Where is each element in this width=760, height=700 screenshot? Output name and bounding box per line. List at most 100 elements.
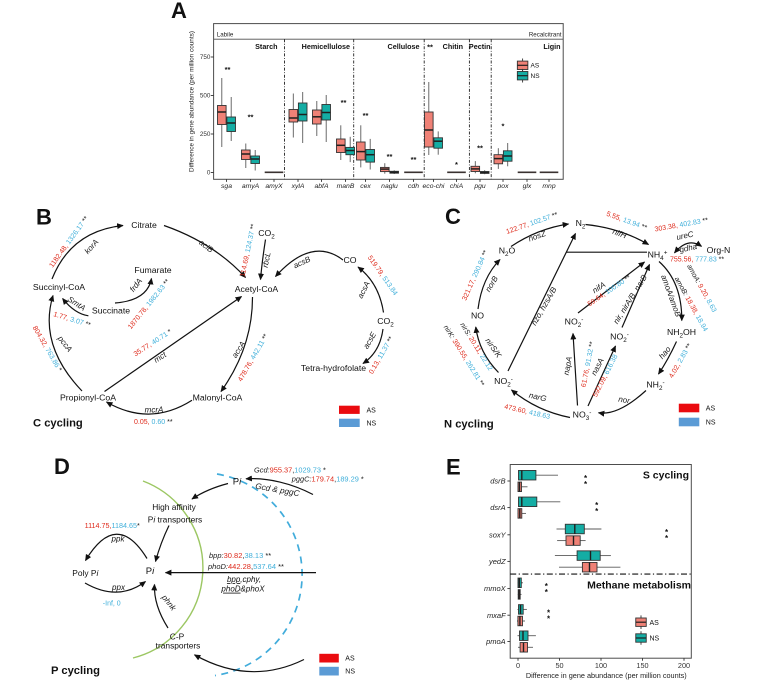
- svg-text:dsrB: dsrB: [490, 477, 505, 486]
- svg-text:Pi: Pi: [233, 477, 242, 488]
- svg-text:Labile: Labile: [217, 32, 234, 39]
- svg-text:**: **: [427, 42, 433, 51]
- svg-text:Pi transporters: Pi transporters: [148, 514, 202, 524]
- svg-text:*: *: [595, 507, 599, 516]
- svg-text:*: *: [665, 528, 669, 537]
- svg-text:*: *: [547, 608, 551, 617]
- svg-text:NS: NS: [531, 73, 541, 80]
- svg-text:transporters: transporters: [156, 641, 201, 651]
- svg-text:AS: AS: [345, 656, 355, 663]
- svg-text:mmoX: mmoX: [484, 584, 507, 593]
- svg-text:AS: AS: [531, 63, 540, 70]
- svg-text:Succinate: Succinate: [92, 306, 130, 316]
- svg-text:AS: AS: [706, 406, 716, 413]
- svg-text:amyX: amyX: [265, 183, 283, 190]
- svg-text:**: **: [387, 152, 393, 161]
- svg-text:cex: cex: [360, 183, 371, 190]
- svg-text:NO3-: NO3-: [573, 410, 592, 422]
- svg-text:D: D: [54, 454, 70, 479]
- svg-text:ureC: ureC: [676, 230, 695, 242]
- svg-text:mxaF: mxaF: [487, 611, 506, 620]
- svg-text:NO2-: NO2-: [565, 317, 584, 329]
- svg-text:Fumarate: Fumarate: [134, 265, 171, 275]
- svg-text:pmoA: pmoA: [485, 637, 506, 646]
- svg-text:rbcL: rbcL: [261, 251, 273, 268]
- svg-text:High affinity: High affinity: [152, 502, 196, 512]
- svg-text:chiA: chiA: [450, 183, 464, 190]
- svg-text:**: **: [477, 143, 483, 152]
- svg-text:cdh: cdh: [408, 183, 419, 190]
- svg-text:xylA: xylA: [291, 183, 305, 190]
- svg-text:Pectin: Pectin: [469, 42, 491, 51]
- svg-text:C: C: [445, 204, 461, 229]
- svg-text:mcrA: mcrA: [145, 405, 164, 414]
- svg-text:114.69, 124.37 **: 114.69, 124.37 **: [240, 223, 258, 277]
- svg-text:100: 100: [595, 661, 607, 670]
- svg-text:*: *: [502, 121, 505, 130]
- svg-text:N2: N2: [576, 218, 586, 230]
- svg-text:CO: CO: [343, 255, 356, 265]
- svg-text:*: *: [584, 474, 588, 483]
- svg-text:pgu: pgu: [473, 183, 486, 190]
- svg-text:AS: AS: [367, 407, 377, 414]
- svg-text:naglu: naglu: [381, 183, 398, 190]
- svg-text:AS: AS: [650, 620, 660, 627]
- svg-text:Malonyl-CoA: Malonyl-CoA: [193, 393, 243, 403]
- svg-text:*: *: [455, 160, 458, 169]
- svg-text:*: *: [547, 614, 551, 623]
- svg-text:Methane metabolism: Methane metabolism: [587, 579, 691, 591]
- svg-text:Pi: Pi: [146, 566, 155, 577]
- svg-text:**: **: [248, 113, 254, 122]
- svg-text:pox: pox: [497, 183, 510, 190]
- svg-text:ppx: ppx: [111, 583, 126, 592]
- svg-text:yedZ: yedZ: [488, 557, 506, 566]
- svg-text:NO2-: NO2-: [494, 376, 513, 388]
- svg-text:303.38, 402.83 **: 303.38, 402.83 **: [654, 217, 709, 233]
- svg-text:Starch: Starch: [255, 42, 277, 51]
- svg-text:Difference in gene abundance (: Difference in gene abundance (per millio…: [526, 671, 687, 680]
- svg-text:500: 500: [200, 93, 211, 100]
- svg-text:**: **: [363, 111, 369, 120]
- svg-text:napA: napA: [562, 356, 574, 376]
- svg-text:P cycling: P cycling: [51, 665, 100, 677]
- svg-text:Org-N: Org-N: [707, 245, 731, 255]
- svg-text:phoD&phoX: phoD&phoX: [220, 585, 265, 594]
- svg-text:NO: NO: [471, 311, 484, 321]
- svg-text:1114.75,1184.65*: 1114.75,1184.65*: [85, 521, 140, 530]
- svg-text:NH2OH: NH2OH: [667, 327, 696, 339]
- svg-text:50: 50: [555, 661, 563, 670]
- svg-text:C cycling: C cycling: [33, 418, 83, 430]
- svg-text:N2O: N2O: [499, 246, 516, 258]
- svg-text:-Inf, 0: -Inf, 0: [103, 601, 121, 608]
- svg-text:*: *: [584, 480, 588, 489]
- svg-text:glx: glx: [523, 183, 532, 190]
- svg-text:*: *: [595, 501, 599, 510]
- svg-text:bpp:30.82,38.13 **: bpp:30.82,38.13 **: [209, 551, 271, 560]
- svg-text:NO2-: NO2-: [610, 332, 629, 344]
- svg-text:B: B: [36, 205, 52, 230]
- svg-text:**: **: [341, 98, 347, 107]
- svg-text:*: *: [665, 534, 669, 543]
- svg-text:Chitin: Chitin: [443, 42, 463, 51]
- svg-text:755.56, 777.83 **: 755.56, 777.83 **: [670, 256, 724, 263]
- svg-text:Tetra-hydrofolate: Tetra-hydrofolate: [301, 363, 366, 373]
- svg-text:sga: sga: [221, 183, 232, 190]
- svg-text:*: *: [545, 588, 549, 597]
- svg-text:gdha: gdha: [679, 242, 699, 255]
- svg-text:bpp,cphy,: bpp,cphy,: [227, 575, 261, 584]
- svg-text:Recalcitrant: Recalcitrant: [529, 32, 562, 39]
- svg-text:**: **: [411, 155, 417, 164]
- svg-text:NH2-: NH2-: [646, 380, 664, 392]
- svg-text:Cellulose: Cellulose: [388, 42, 420, 51]
- svg-text:CO2: CO2: [258, 228, 275, 240]
- svg-text:nor: nor: [618, 395, 631, 406]
- svg-text:amyA: amyA: [242, 183, 260, 190]
- svg-text:0.05, 0.60 **: 0.05, 0.60 **: [134, 419, 173, 426]
- svg-text:0: 0: [207, 170, 211, 177]
- svg-text:Citrate: Citrate: [131, 220, 157, 230]
- svg-text:NS: NS: [650, 636, 660, 643]
- svg-text:A: A: [171, 0, 187, 23]
- svg-text:Acetyl-CoA: Acetyl-CoA: [235, 284, 279, 294]
- svg-text:Difference in gene abundance (: Difference in gene abundance (per millio…: [189, 31, 196, 172]
- svg-text:E: E: [446, 455, 461, 480]
